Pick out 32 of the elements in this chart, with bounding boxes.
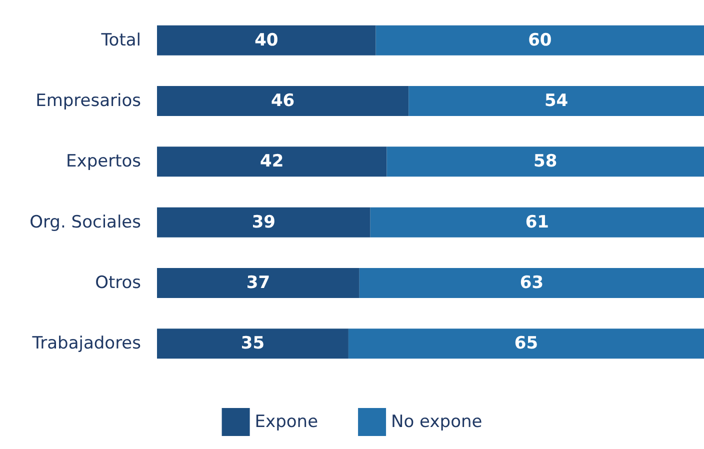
y-tick-label: Org. Sociales — [30, 212, 142, 232]
bar — [157, 328, 348, 359]
bar — [157, 207, 370, 238]
bar — [386, 146, 704, 177]
bar — [408, 86, 704, 116]
bar — [348, 328, 704, 359]
y-tick-label: Expertos — [66, 152, 142, 172]
bar — [157, 25, 376, 56]
data-label: 54 — [544, 91, 568, 111]
legend-label: No expone — [391, 412, 482, 432]
bar — [376, 25, 704, 56]
data-label: 60 — [528, 30, 552, 50]
data-label: 65 — [514, 334, 538, 354]
legend-label: Expone — [254, 412, 318, 432]
data-label: 58 — [534, 152, 558, 172]
data-label: 39 — [252, 212, 276, 232]
bar — [359, 268, 704, 298]
bar — [370, 207, 704, 238]
data-label: 40 — [254, 30, 278, 50]
bar — [157, 146, 387, 177]
data-label: 61 — [525, 212, 549, 232]
y-tick-label: Empresarios — [36, 91, 142, 111]
y-tick-label: Total — [100, 30, 141, 50]
data-label: 63 — [520, 273, 544, 293]
y-tick-label: Otros — [95, 273, 142, 293]
data-label: 42 — [260, 152, 284, 172]
bar — [157, 268, 360, 298]
bar — [157, 86, 409, 116]
data-label: 35 — [240, 334, 265, 354]
data-label: 46 — [270, 91, 295, 111]
data-label: 37 — [246, 273, 270, 293]
y-tick-label: Trabajadores — [31, 334, 142, 354]
